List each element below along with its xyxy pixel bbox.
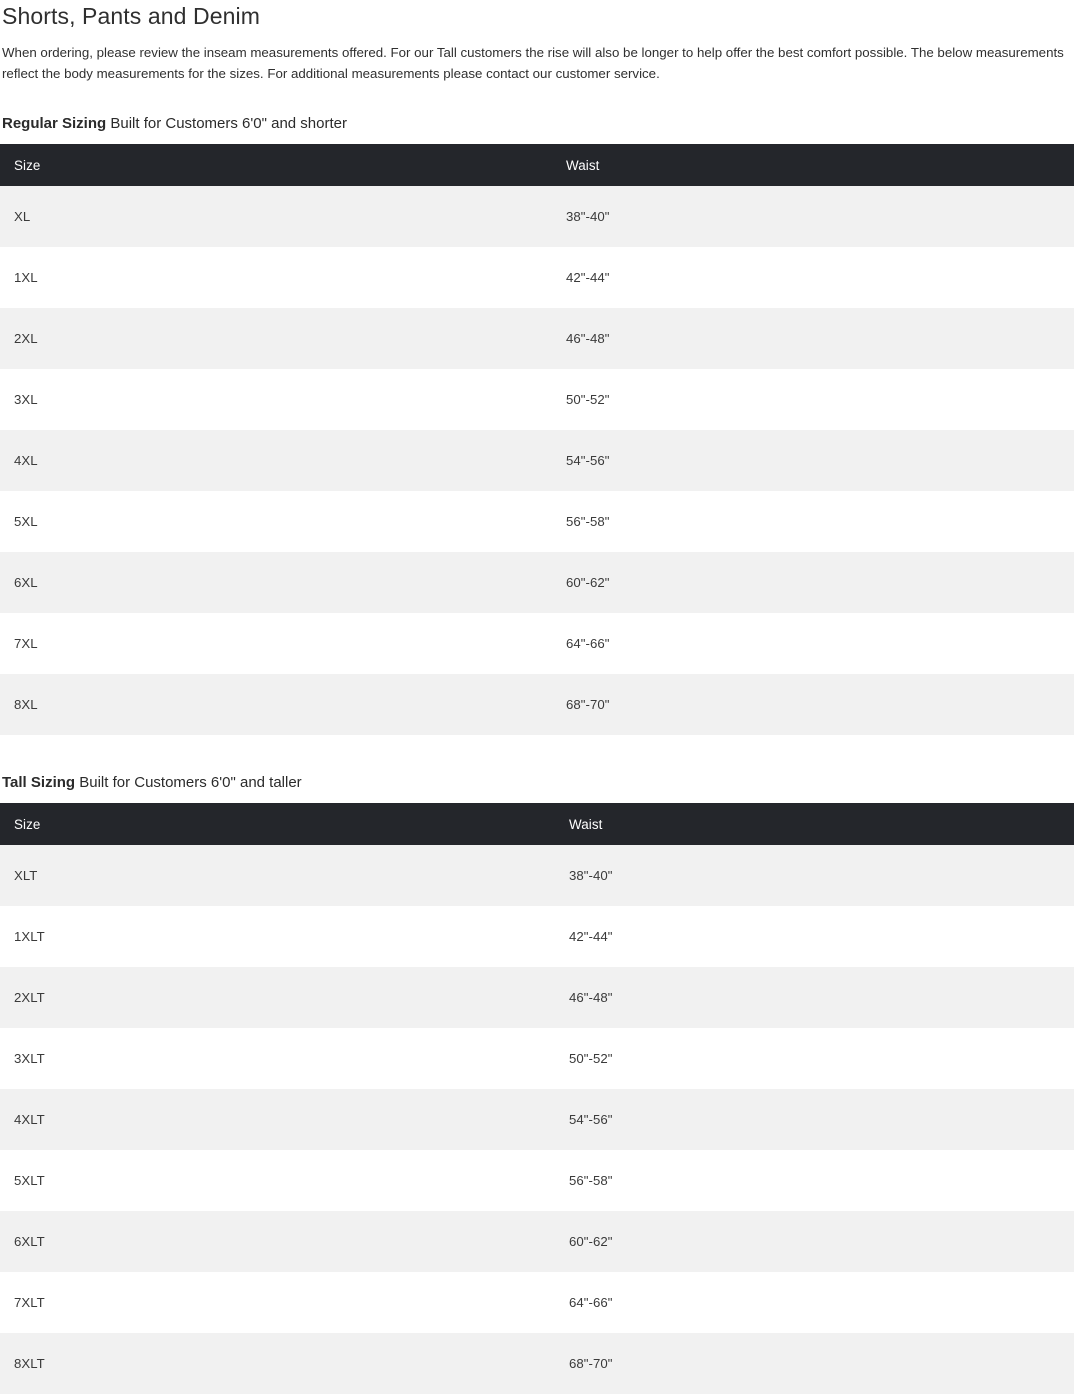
section-heading-tall-title: Tall Sizing xyxy=(2,774,76,791)
table-row: 8XLT 68"-70" xyxy=(0,1333,1074,1394)
column-header-waist: Waist xyxy=(552,144,1074,186)
cell-waist: 60"-62" xyxy=(555,1211,1074,1272)
cell-size: 5XLT xyxy=(0,1150,555,1211)
cell-waist: 64"-66" xyxy=(552,613,1074,674)
cell-waist: 56"-58" xyxy=(555,1150,1074,1211)
cell-waist: 54"-56" xyxy=(552,430,1074,491)
cell-waist: 42"-44" xyxy=(555,906,1074,967)
cell-waist: 56"-58" xyxy=(552,491,1074,552)
cell-waist: 38"-40" xyxy=(555,845,1074,906)
column-header-size: Size xyxy=(0,144,552,186)
cell-waist: 64"-66" xyxy=(555,1272,1074,1333)
table-row: 2XLT 46"-48" xyxy=(0,967,1074,1028)
table-row: 4XLT 54"-56" xyxy=(0,1089,1074,1150)
cell-size: 8XLT xyxy=(0,1333,555,1394)
size-table-regular: Size Waist XL 38"-40" 1XL 42"-44" 2XL 46"-48"… xyxy=(0,144,1074,735)
cell-size: 5XL xyxy=(0,491,552,552)
table-header-row: Size Waist xyxy=(0,803,1074,845)
page-title: Shorts, Pants and Denim xyxy=(2,3,260,29)
cell-size: 6XL xyxy=(0,552,552,613)
section-heading-regular-subtitle: Built for Customers 6'0" and shorter xyxy=(106,115,347,132)
table-row: 7XL 64"-66" xyxy=(0,613,1074,674)
table-body-regular: XL 38"-40" 1XL 42"-44" 2XL 46"-48" 3XL 50"-52" 4… xyxy=(0,186,1074,735)
intro-block: Shorts, Pants and Denim When ordering, p… xyxy=(0,0,1082,84)
cell-waist: 46"-48" xyxy=(555,967,1074,1028)
table-row: 5XLT 56"-58" xyxy=(0,1150,1074,1211)
table-row: XL 38"-40" xyxy=(0,186,1074,247)
table-row: XLT 38"-40" xyxy=(0,845,1074,906)
column-header-waist: Waist xyxy=(555,803,1074,845)
table-body-tall: XLT 38"-40" 1XLT 42"-44" 2XLT 46"-48" 3XLT 50"-… xyxy=(0,845,1074,1394)
cell-size: XLT xyxy=(0,845,555,906)
table-row: 4XL 54"-56" xyxy=(0,430,1074,491)
cell-size: 3XL xyxy=(0,369,552,430)
table-row: 8XL 68"-70" xyxy=(0,674,1074,735)
cell-waist: 42"-44" xyxy=(552,247,1074,308)
cell-waist: 68"-70" xyxy=(555,1333,1074,1394)
cell-waist: 46"-48" xyxy=(552,308,1074,369)
section-heading-regular: Regular Sizing Built for Customers 6'0" … xyxy=(0,114,1082,134)
cell-size: XL xyxy=(0,186,552,247)
cell-waist: 50"-52" xyxy=(555,1028,1074,1089)
cell-size: 4XL xyxy=(0,430,552,491)
table-row: 6XLT 60"-62" xyxy=(0,1211,1074,1272)
table-row: 6XL 60"-62" xyxy=(0,552,1074,613)
cell-size: 7XL xyxy=(0,613,552,674)
table-row: 3XLT 50"-52" xyxy=(0,1028,1074,1089)
section-heading-regular-title: Regular Sizing xyxy=(2,115,107,132)
table-head-regular: Size Waist xyxy=(0,144,1074,186)
size-table-tall: Size Waist XLT 38"-40" 1XLT 42"-44" 2XLT 46"-… xyxy=(0,803,1074,1394)
cell-size: 1XL xyxy=(0,247,552,308)
table-row: 2XL 46"-48" xyxy=(0,308,1074,369)
table-head-tall: Size Waist xyxy=(0,803,1074,845)
section-regular-sizing: Regular Sizing Built for Customers 6'0" … xyxy=(0,114,1082,735)
section-tall-sizing: Tall Sizing Built for Customers 6'0" and… xyxy=(0,773,1082,1394)
cell-waist: 68"-70" xyxy=(552,674,1074,735)
table-row: 5XL 56"-58" xyxy=(0,491,1074,552)
intro-paragraph: When ordering, please review the inseam … xyxy=(2,45,1064,81)
cell-size: 2XLT xyxy=(0,967,555,1028)
cell-size: 6XLT xyxy=(0,1211,555,1272)
table-row: 3XL 50"-52" xyxy=(0,369,1074,430)
column-header-size: Size xyxy=(0,803,555,845)
cell-size: 7XLT xyxy=(0,1272,555,1333)
table-header-row: Size Waist xyxy=(0,144,1074,186)
cell-waist: 50"-52" xyxy=(552,369,1074,430)
cell-size: 2XL xyxy=(0,308,552,369)
table-row: 1XLT 42"-44" xyxy=(0,906,1074,967)
cell-size: 3XLT xyxy=(0,1028,555,1089)
cell-size: 8XL xyxy=(0,674,552,735)
cell-waist: 60"-62" xyxy=(552,552,1074,613)
section-heading-tall-subtitle: Built for Customers 6'0" and taller xyxy=(75,774,302,791)
cell-size: 1XLT xyxy=(0,906,555,967)
cell-size: 4XLT xyxy=(0,1089,555,1150)
table-row: 1XL 42"-44" xyxy=(0,247,1074,308)
cell-waist: 38"-40" xyxy=(552,186,1074,247)
section-heading-tall: Tall Sizing Built for Customers 6'0" and… xyxy=(0,773,1082,793)
table-row: 7XLT 64"-66" xyxy=(0,1272,1074,1333)
cell-waist: 54"-56" xyxy=(555,1089,1074,1150)
